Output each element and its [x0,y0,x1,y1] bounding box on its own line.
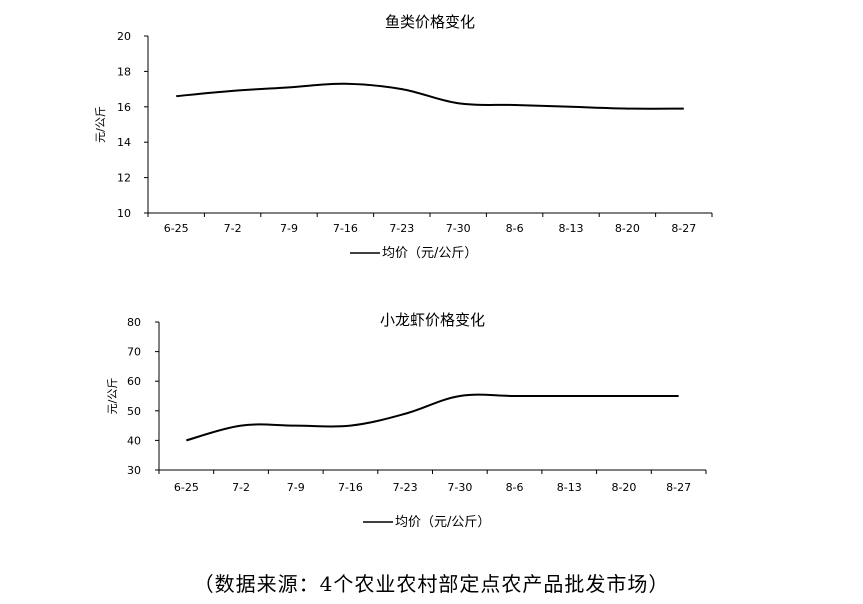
x-tick-label: 7-23 [393,481,418,494]
x-tick-label: 7-23 [389,222,414,235]
y-tick-label: 70 [127,346,141,359]
x-tick-label: 8-27 [666,481,691,494]
y-tick-label: 16 [117,101,131,114]
y-tick-label: 12 [117,172,131,185]
x-tick-label: 8-13 [559,222,584,235]
x-tick-label: 7-16 [333,222,358,235]
legend-label: 均价（元/公斤） [395,515,490,530]
y-tick-label: 20 [117,30,131,43]
x-tick-label: 8-6 [506,222,524,235]
x-tick-label: 6-25 [164,222,189,235]
x-tick-label: 7-30 [446,222,471,235]
x-tick-label: 7-30 [447,481,472,494]
y-tick-label: 14 [117,136,131,149]
y-tick-label: 60 [127,375,141,388]
chart-title: 鱼类价格变化 [385,13,475,31]
y-tick-label: 80 [127,316,141,329]
source-note: （数据来源：4个农业农村部定点农产品批发市场） [193,572,670,596]
y-tick-label: 50 [127,405,141,418]
y-tick-label: 18 [117,65,131,78]
y-tick-label: 30 [127,464,141,477]
x-tick-label: 7-2 [232,481,250,494]
x-tick-label: 7-2 [224,222,242,235]
x-tick-label: 8-27 [671,222,696,235]
x-tick-label: 8-13 [557,481,582,494]
y-axis-label: 元/公斤 [94,106,107,143]
crayfish-price-chart: 小龙虾价格变化 30 40 50 60 70 80 元/公斤 6-25 7-2 7-9 7-16 7-2… [106,311,707,530]
x-tick-label: 8-6 [506,481,524,494]
x-tick-label: 8-20 [615,222,640,235]
legend-label: 均价（元/公斤） [382,246,477,261]
x-tick-label: 8-20 [611,481,636,494]
x-tick-label: 7-9 [287,481,305,494]
x-tick-label: 7-9 [280,222,298,235]
series-line [176,82,684,110]
chart-title: 小龙虾价格变化 [380,311,485,329]
series-line [186,393,679,442]
y-tick-label: 10 [117,207,131,220]
y-axis-label: 元/公斤 [106,378,119,415]
x-tick-label: 6-25 [174,481,199,494]
y-tick-label: 40 [127,434,141,447]
fish-price-chart: 鱼类价格变化 10 12 14 16 18 20 元/公斤 6-25 7-2 7-9 7-16 7-23… [94,13,713,261]
x-tick-label: 7-16 [338,481,363,494]
